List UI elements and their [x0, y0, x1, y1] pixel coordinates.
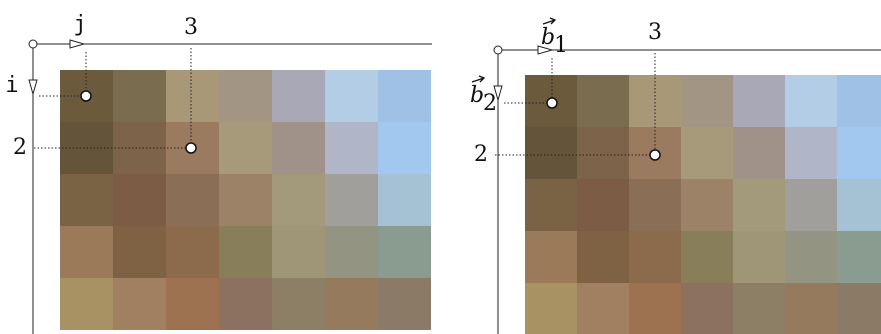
- pixel: [378, 174, 431, 226]
- pixel: [837, 127, 881, 179]
- pixel: [166, 226, 219, 278]
- pixel: [629, 179, 681, 231]
- pixel: [577, 75, 629, 127]
- pixel: [60, 226, 113, 278]
- pixel: [219, 174, 272, 226]
- pixel: [378, 226, 431, 278]
- pixel: [113, 70, 166, 122]
- pixel: [733, 179, 785, 231]
- point: [81, 91, 91, 101]
- pixel: [325, 278, 378, 330]
- pixel: [272, 122, 325, 174]
- pixel: [378, 122, 431, 174]
- origin: [494, 46, 502, 54]
- arrow-head: [29, 80, 37, 94]
- index-label: 2: [13, 135, 27, 160]
- pixel: [525, 283, 577, 334]
- pixel: [166, 70, 219, 122]
- pixel: [733, 283, 785, 334]
- point: [650, 150, 660, 160]
- axis-label: b: [470, 83, 484, 108]
- pixel: [272, 278, 325, 330]
- panel: j i 3 2: [5, 12, 432, 334]
- pixel: [577, 179, 629, 231]
- index-label: 3: [648, 20, 662, 45]
- pixel: [577, 127, 629, 179]
- pixel: [60, 278, 113, 330]
- pixel: [325, 174, 378, 226]
- axis-label-sub: 1: [554, 33, 568, 58]
- pixel: [113, 278, 166, 330]
- pixel: [525, 231, 577, 283]
- index-label: 2: [474, 142, 488, 167]
- pixel: [525, 179, 577, 231]
- pixel: [785, 75, 837, 127]
- pixel: [378, 278, 431, 330]
- pixel: [785, 231, 837, 283]
- vector-arrow: [472, 76, 484, 82]
- pixel: [681, 179, 733, 231]
- pixel: [378, 70, 431, 122]
- pixel: [837, 231, 881, 283]
- index-label: 3: [184, 15, 198, 40]
- pixel: [733, 231, 785, 283]
- pixel: [166, 174, 219, 226]
- pixel: [629, 75, 681, 127]
- point: [547, 98, 557, 108]
- pixel: [219, 226, 272, 278]
- origin: [29, 40, 37, 48]
- point: [186, 143, 196, 153]
- pixel: [219, 278, 272, 330]
- pixel: [837, 75, 881, 127]
- pixel: [219, 70, 272, 122]
- pixel: [733, 75, 785, 127]
- pixel: [785, 283, 837, 334]
- pixel: [272, 174, 325, 226]
- pixel: [681, 127, 733, 179]
- pixel: [577, 231, 629, 283]
- pixel: [785, 179, 837, 231]
- pixel: [113, 226, 166, 278]
- pixel: [837, 179, 881, 231]
- diagram: ji32b1b232: [0, 0, 881, 334]
- pixel: [681, 283, 733, 334]
- axis-label: i: [5, 73, 18, 98]
- pixel: [681, 231, 733, 283]
- pixel: [629, 283, 681, 334]
- axis-label: j: [73, 12, 86, 37]
- pixel: [113, 174, 166, 226]
- pixel: [325, 226, 378, 278]
- pixel: [837, 283, 881, 334]
- pixel: [272, 70, 325, 122]
- vector-arrow: [543, 18, 555, 24]
- arrow-head: [70, 40, 84, 48]
- pixel: [219, 122, 272, 174]
- pixel: [166, 278, 219, 330]
- axis-label: b: [541, 25, 555, 50]
- pixel: [785, 127, 837, 179]
- pixel: [325, 70, 378, 122]
- pixel: [733, 127, 785, 179]
- pixel: [325, 122, 378, 174]
- pixel: [60, 174, 113, 226]
- pixel: [525, 127, 577, 179]
- pixel: [577, 283, 629, 334]
- pixel: [272, 226, 325, 278]
- pixel: [629, 231, 681, 283]
- axis-label-sub: 2: [483, 91, 497, 116]
- pixel: [681, 75, 733, 127]
